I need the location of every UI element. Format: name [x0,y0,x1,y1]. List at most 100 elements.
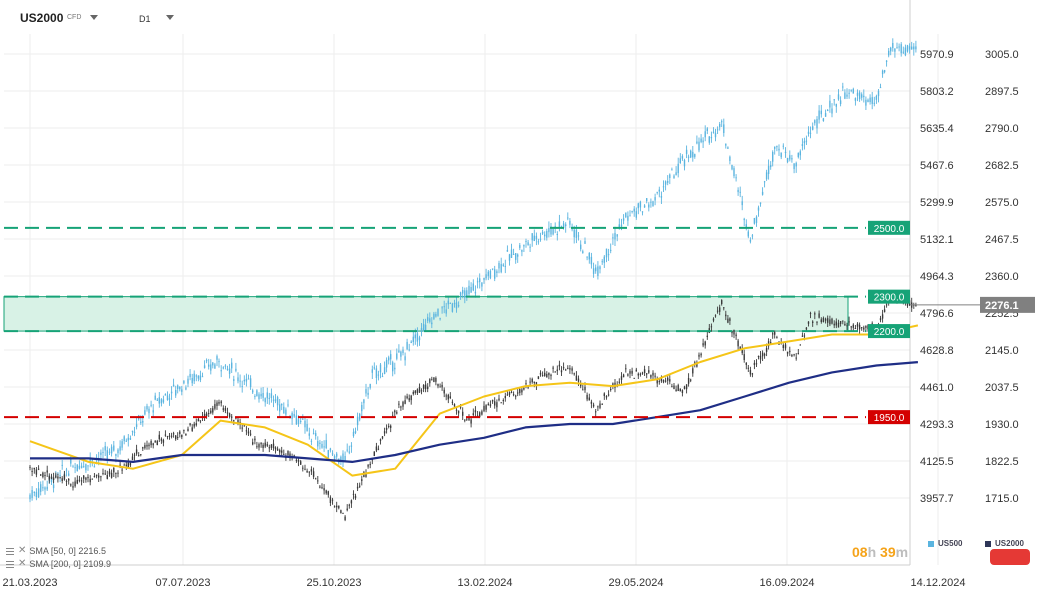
us500-candle-body [913,46,915,50]
us500-candle-body [106,450,108,460]
us2000-swatch [985,540,991,547]
level-tag[interactable] [868,289,910,304]
series-legend-us500[interactable]: US500 [928,539,962,548]
legend-sma200[interactable]: ✕ SMA [200, 0] 2109.9 [6,559,111,569]
us500-candle-body [856,92,859,96]
us2000-candle-body [506,394,509,396]
us2000-series [29,293,917,522]
us500-candle-body [437,309,439,316]
us2000-axis-label: 2145.0 [985,345,1019,357]
us500-candle-body [597,266,599,276]
us2000-candle-body [544,372,546,376]
us2000-candle-body [388,426,390,427]
us500-candle-body [74,467,76,469]
legend-sma50[interactable]: ✕ SMA [50, 0] 2216.5 [6,546,106,556]
us500-candle-body [31,490,33,498]
current-price-text: 2276.1 [985,300,1019,312]
symbol-name[interactable]: US2000 [20,11,64,25]
us500-candle-body [648,204,650,208]
level-tag[interactable] [868,410,910,425]
us500-candle-body [767,165,770,174]
us500-candle-body [780,152,782,158]
us500-candle-body [285,409,287,415]
us500-candle-body [235,368,237,371]
us2000-candle-body [237,419,239,424]
us2000-candle-body [580,384,582,387]
us2000-candle-body [154,440,156,443]
settings-lines-icon[interactable] [6,560,15,568]
us2000-candle-body [447,394,449,400]
us2000-candle-body [772,333,774,335]
date-axis-label: 16.09.2024 [759,577,814,589]
us2000-candle-body [342,512,344,514]
us500-candle-body [844,92,846,99]
us2000-candle-body [848,321,850,323]
us2000-candle-body [716,310,719,312]
us500-candle-body [281,403,283,406]
us2000-candle-body [129,462,132,466]
close-icon[interactable]: ✕ [18,558,27,569]
us500-candle-body [537,241,540,243]
us2000-candle-body [400,406,402,408]
sma50-line[interactable] [29,324,919,477]
us2000-candle-body [144,445,146,449]
us2000-candle-body [575,375,578,381]
us2000-candle-body [369,463,371,466]
us2000-candle-body [472,413,474,415]
us500-candle-body [264,398,266,403]
sma200-line[interactable] [30,361,918,463]
us2000-candle-body [727,318,729,323]
series-legend-us2000[interactable]: US2000 [985,539,1024,548]
us500-candle-body [618,224,620,227]
us2000-candle-body [29,466,31,468]
us2000-candle-body [842,320,844,322]
us500-candle-body [854,98,857,101]
settings-lines-icon[interactable] [6,547,15,555]
us500-candle-body [641,211,644,213]
us2000-candle-body [228,413,231,418]
us500-candle-body [297,419,300,424]
us500-candle-body [205,359,208,362]
us2000-candle-body [418,387,421,393]
level-tag[interactable] [868,324,910,339]
timeframe-label[interactable]: D1 [139,14,151,24]
us2000-candle-body [187,428,189,432]
us500-candle-body [35,491,38,497]
us500-candle-body [189,374,191,378]
us500-candle-body [121,441,123,448]
us500-candle-body [814,120,816,124]
us2000-candle-body [852,324,854,328]
us2000-candle-body [424,384,427,390]
us500-candle-body [193,373,195,382]
us2000-candle-body [297,460,300,462]
us500-candle-body [510,249,513,258]
us2000-candle-body [641,372,644,374]
us500-candle-body [652,201,654,207]
us500-candle-body [892,43,894,49]
us2000-candle-body [220,401,222,404]
us500-candle-body [245,378,248,382]
us500-candle-body [158,397,160,404]
us2000-candle-body [820,319,822,322]
level-tag[interactable] [868,220,910,235]
us2000-candle-body [133,454,136,456]
us500-candle-body [310,440,313,442]
us2000-candle-body [352,493,355,495]
us2000-candle-body [797,353,799,355]
timeframe-dropdown-icon[interactable] [166,15,174,20]
us2000-candle-body [367,465,369,467]
close-icon[interactable]: ✕ [18,545,27,556]
us2000-candle-body [612,383,614,385]
trade-button[interactable] [990,549,1030,565]
us2000-candle-body [264,442,266,447]
us2000-candle-body [747,367,749,369]
us2000-candle-body [687,378,690,384]
us500-candle-body [605,248,608,258]
us2000-candle-body [319,486,321,488]
us2000-candle-body [279,450,281,453]
us2000-candle-body [398,403,400,405]
symbol-dropdown-icon[interactable] [90,15,98,20]
us500-candle-body [625,212,627,218]
us2000-candle-body [113,467,115,473]
